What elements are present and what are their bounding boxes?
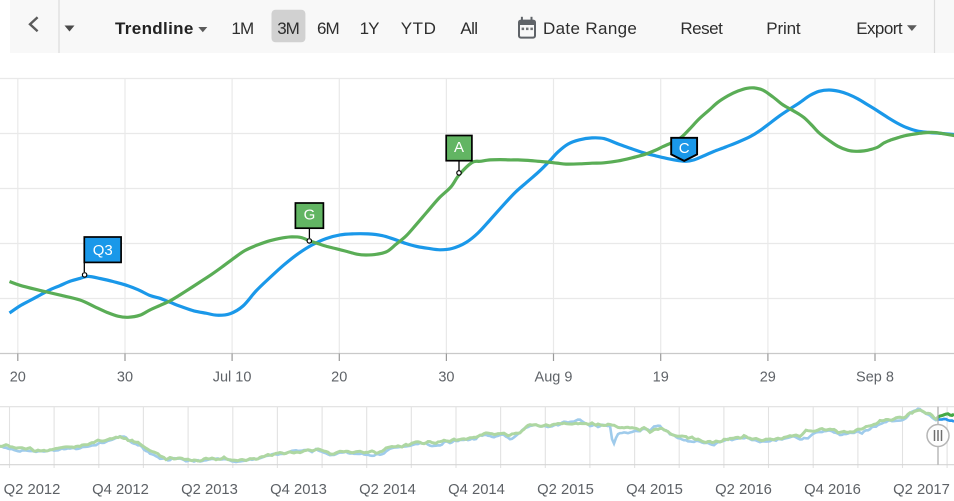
svg-text:Q2 2012: Q2 2012: [4, 482, 61, 498]
svg-text:Q4 2013: Q4 2013: [270, 482, 327, 498]
svg-text:A: A: [454, 139, 464, 156]
svg-text:Q4 2015: Q4 2015: [626, 482, 683, 498]
svg-text:G: G: [304, 207, 316, 224]
svg-text:30: 30: [117, 370, 133, 386]
svg-text:20: 20: [10, 370, 26, 386]
svg-text:Q2 2017: Q2 2017: [893, 482, 950, 498]
svg-text:29: 29: [760, 370, 776, 386]
svg-text:Sep 8: Sep 8: [856, 370, 894, 386]
svg-text:Q4 2012: Q4 2012: [92, 482, 149, 498]
svg-text:19: 19: [653, 370, 669, 386]
svg-text:Q3: Q3: [93, 242, 113, 259]
svg-text:Q2 2016: Q2 2016: [715, 482, 772, 498]
svg-text:C: C: [679, 140, 690, 157]
svg-text:Q4 2014: Q4 2014: [448, 482, 505, 498]
svg-text:Q2 2014: Q2 2014: [359, 482, 416, 498]
svg-text:20: 20: [331, 370, 347, 386]
svg-text:Q2 2013: Q2 2013: [181, 482, 238, 498]
svg-text:Q4 2016: Q4 2016: [804, 482, 861, 498]
svg-text:Jul 10: Jul 10: [213, 370, 252, 386]
svg-text:30: 30: [438, 370, 454, 386]
svg-text:Q2 2015: Q2 2015: [537, 482, 594, 498]
svg-text:Aug 9: Aug 9: [535, 370, 573, 386]
